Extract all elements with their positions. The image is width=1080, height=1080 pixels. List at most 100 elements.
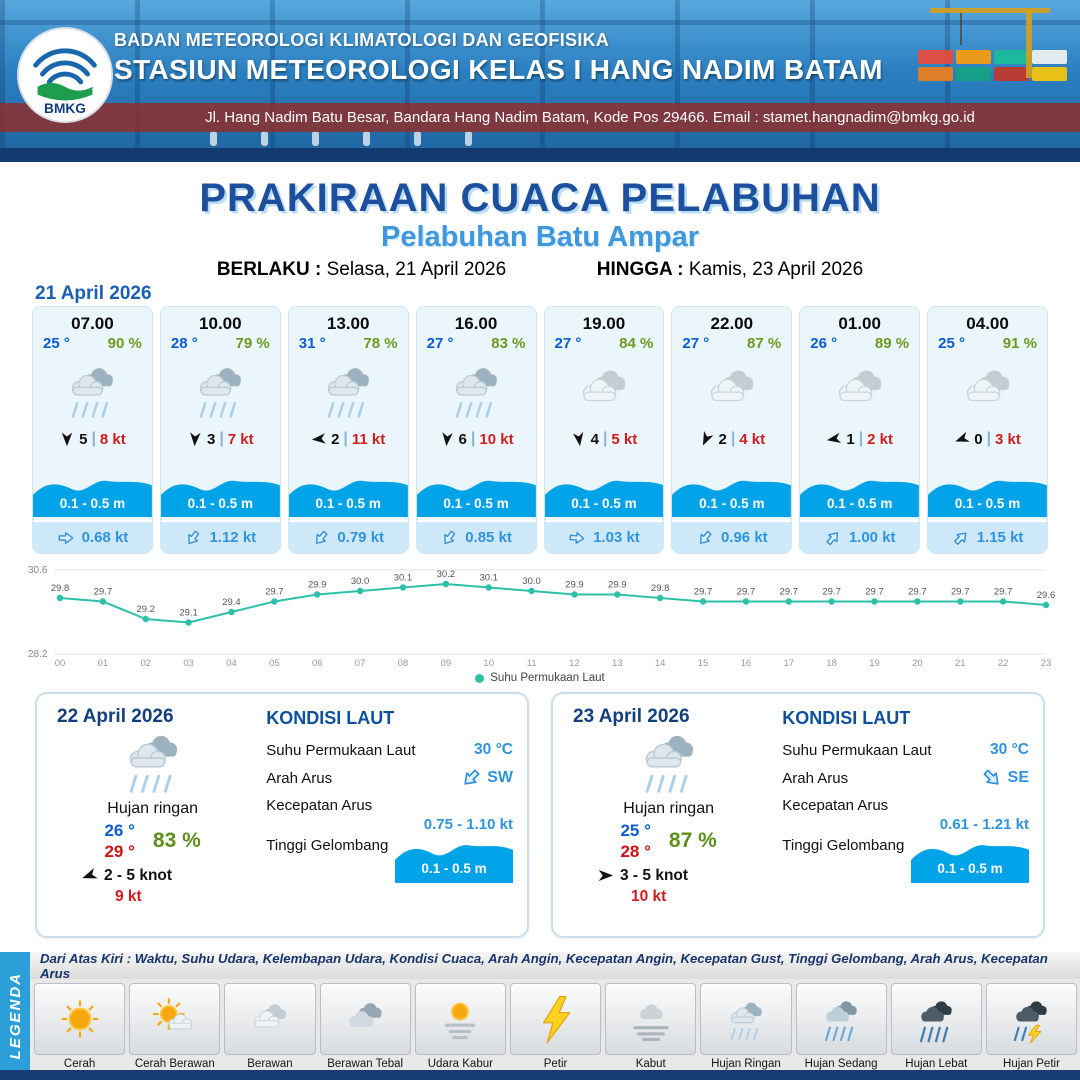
daily-forecast-panel: 22 April 2026 Hujan ringan 26 ° 29 ° 83 … xyxy=(35,692,529,938)
forecast-card: 07.00 25 ° 90 % 5 | 8 kt 0.1 - 0.5 m xyxy=(32,306,153,554)
weather-icon xyxy=(800,352,919,428)
svg-text:21: 21 xyxy=(955,658,966,668)
wave-height-value: 0.1 - 0.5 m xyxy=(315,496,381,511)
forecast-time: 01.00 xyxy=(838,314,881,333)
wave-icon xyxy=(160,473,280,517)
wave-icon xyxy=(672,473,792,517)
page-title: PRAKIRAAN CUACA PELABUHAN xyxy=(199,176,881,220)
wave-height-band: 0.1 - 0.5 m xyxy=(416,473,536,517)
legend-item-label: Kabut xyxy=(635,1058,666,1070)
day-panels: 22 April 2026 Hujan ringan 26 ° 29 ° 83 … xyxy=(35,692,1045,938)
current-speed: 0.79 kt xyxy=(337,529,385,546)
legend-item: Hujan Petir xyxy=(985,983,1078,1070)
svg-text:29.7: 29.7 xyxy=(865,587,884,598)
wind-speed-range: 2 - 5 knot xyxy=(104,866,173,884)
wave-height-band: 0.1 - 0.5 m xyxy=(910,837,1029,883)
gust-speed: 2 kt xyxy=(867,430,894,448)
gust-speed: 3 kt xyxy=(995,430,1021,448)
wind-direction-arrow-icon xyxy=(571,431,587,447)
forecast-card: 16.00 27 ° 83 % 6 | 10 kt 0.1 - 0.5 m xyxy=(415,306,537,554)
weather-icon xyxy=(161,352,280,428)
svg-text:29.6: 29.6 xyxy=(1037,590,1056,601)
legend-item-label: Petir xyxy=(543,1058,568,1070)
chart-legend: Suhu Permukaan Laut xyxy=(0,672,1080,684)
gust-speed: 4 kt xyxy=(739,430,766,448)
page-subtitle: Pelabuhan Batu Ampar xyxy=(381,221,699,253)
wave-height-value: 0.1 - 0.5 m xyxy=(421,861,487,876)
svg-text:29.9: 29.9 xyxy=(308,580,327,591)
kabut-icon xyxy=(605,983,697,1055)
wind-direction-arrow-icon xyxy=(597,867,614,884)
air-temperature: 27 ° xyxy=(426,335,454,352)
legend-item-label: Cerah Berawan xyxy=(134,1058,215,1070)
legend-description: Dari Atas Kiri : Waktu, Suhu Udara, Kele… xyxy=(30,951,1080,981)
humidity: 87 % xyxy=(668,829,717,853)
gust-speed: 9 kt xyxy=(115,887,142,905)
sst-value: 30 °C xyxy=(474,741,513,758)
forecast-card: 13.00 31 ° 78 % 2 | 11 kt 0.1 - 0.5 m xyxy=(287,306,409,554)
wave-height-band: 0.1 - 0.5 m xyxy=(928,473,1047,517)
wave-height-band: 0.1 - 0.5 m xyxy=(394,837,513,883)
wave-height-band: 0.1 - 0.5 m xyxy=(288,473,408,517)
svg-text:23: 23 xyxy=(1041,658,1052,668)
wind-row: 5 | 8 kt xyxy=(33,428,152,450)
legend-title-bar: LEGENDA xyxy=(0,952,30,1080)
current-direction-arrow-icon xyxy=(460,767,482,789)
current-direction-value: SE xyxy=(1007,769,1029,786)
humidity: 84 % xyxy=(619,335,654,352)
humidity: 83 % xyxy=(152,829,201,853)
current-row: 0.68 kt xyxy=(33,520,152,553)
air-temperature: 31 ° xyxy=(298,335,326,352)
valid-to-label: HINGGA : xyxy=(596,259,684,280)
legend-item: Udara Kabur xyxy=(414,983,506,1070)
forecast-card: 10.00 28 ° 79 % 3 | 7 kt 0.1 - 0.5 m xyxy=(159,306,281,554)
agency-name: BADAN METEOROLOGI KLIMATOLOGI DAN GEOFIS… xyxy=(114,30,610,50)
container-stack-illustration xyxy=(918,50,1070,81)
wave-icon xyxy=(910,837,1029,883)
legend-item: Petir xyxy=(509,983,602,1070)
wave-icon xyxy=(544,473,664,517)
air-temperature: 27 ° xyxy=(554,335,582,352)
wave-height-band: 0.1 - 0.5 m xyxy=(672,473,792,517)
humidity: 89 % xyxy=(874,335,910,352)
temp-min: 26 ° xyxy=(104,821,135,840)
wave-height-value: 0.1 - 0.5 m xyxy=(827,496,893,511)
svg-text:03: 03 xyxy=(183,658,194,668)
svg-text:20: 20 xyxy=(912,658,923,668)
current-row: 1.12 kt xyxy=(160,520,280,553)
humidity: 90 % xyxy=(107,335,142,352)
wind-row: 2 | 4 kt xyxy=(672,428,791,450)
svg-text:29.7: 29.7 xyxy=(822,587,841,598)
wave-height-value: 0.1 - 0.5 m xyxy=(443,496,509,511)
wave-height-label: Tinggi Gelombang xyxy=(782,837,905,854)
svg-text:30.1: 30.1 xyxy=(394,573,413,584)
current-speed: 1.12 kt xyxy=(209,529,257,546)
sst-label: Suhu Permukaan Laut xyxy=(782,741,932,759)
weather-icon xyxy=(672,352,791,428)
sst-chart: 30.6 28.2 29.8 00 29.7 01 29.2 02 29.1 03 29.4 04 29… xyxy=(26,556,1056,669)
svg-text:30.1: 30.1 xyxy=(479,573,498,584)
wind-speed: 5 xyxy=(79,430,88,448)
current-direction-arrow-icon xyxy=(312,529,330,547)
current-direction-arrow-icon xyxy=(696,529,714,547)
valid-to-value: Kamis, 23 April 2026 xyxy=(688,259,864,280)
weather-condition: Hujan ringan xyxy=(623,800,714,817)
current-speed: 0.68 kt xyxy=(81,529,129,546)
current-direction-arrow-icon xyxy=(568,529,586,547)
header-floor xyxy=(0,148,1080,162)
svg-text:29.7: 29.7 xyxy=(694,587,713,598)
wind-direction-arrow-icon xyxy=(954,431,971,447)
legend-item: Berawan Tebal xyxy=(319,983,411,1070)
validity-line: BERLAKU : Selasa, 21 April 2026 HINGGA :… xyxy=(0,259,1080,281)
forecast-cards: 07.00 25 ° 90 % 5 | 8 kt 0.1 - 0.5 m xyxy=(32,306,1048,554)
station-name: STASIUN METEOROLOGI KELAS I HANG NADIM B… xyxy=(114,54,883,85)
current-direction-arrow-icon xyxy=(57,529,75,547)
crane-illustration xyxy=(930,8,1050,78)
cerah-berawan-icon xyxy=(129,983,221,1055)
svg-text:09: 09 xyxy=(441,658,452,668)
svg-text:10: 10 xyxy=(483,658,494,668)
current-direction-arrow-icon xyxy=(981,767,1003,789)
wind-speed: 0 xyxy=(974,430,983,448)
valid-from-value: Selasa, 21 April 2026 xyxy=(326,259,507,280)
forecast-time: 19.00 xyxy=(582,314,626,333)
